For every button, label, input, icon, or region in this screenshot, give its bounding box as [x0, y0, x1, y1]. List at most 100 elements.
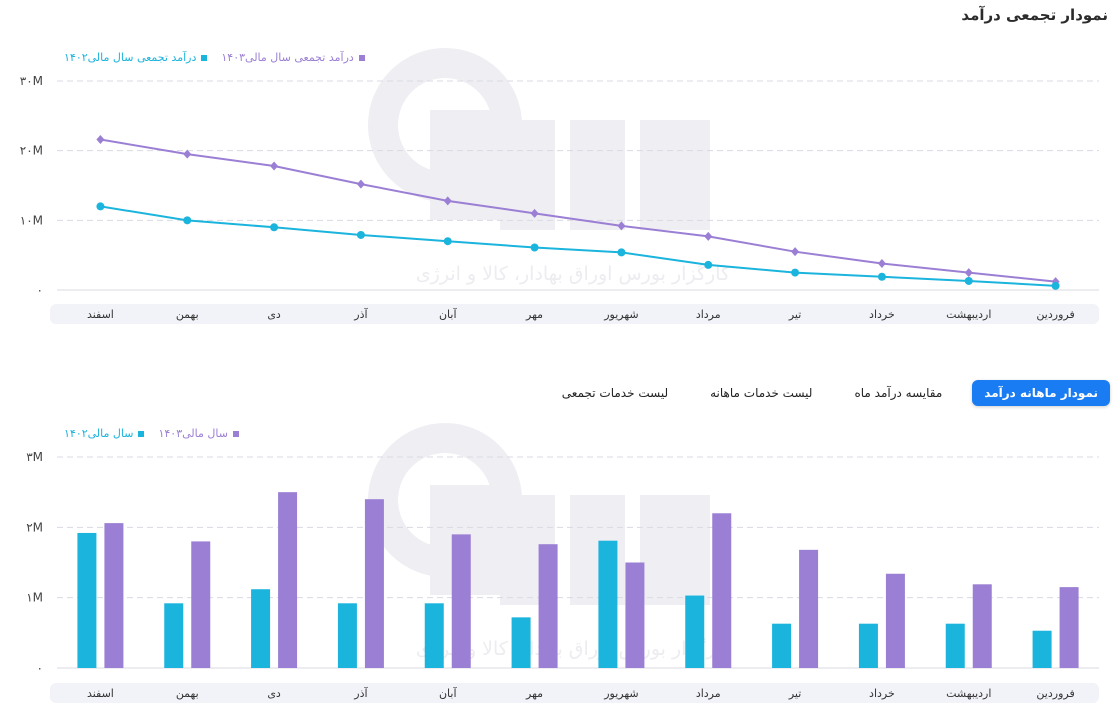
- bar: [104, 523, 124, 668]
- x-tick-label: مرداد: [696, 308, 721, 321]
- data-point: [270, 161, 279, 171]
- tab-cumulative-services-list[interactable]: لیست خدمات تجمعی: [550, 380, 680, 406]
- bar-chart-xaxis-band: [50, 683, 1099, 703]
- x-tick-label: خرداد: [869, 308, 895, 321]
- bar: [972, 584, 992, 668]
- cumulative-revenue-line-chart: ۰ ۱۰M ۲۰M ۳۰M فروردین اردیبهشت خرداد تیر مرداد شه…: [20, 74, 1099, 321]
- data-point: [443, 196, 452, 206]
- bar: [1059, 587, 1079, 668]
- data-point: [964, 268, 973, 278]
- x-tick-label: دی: [267, 308, 281, 321]
- bar-legend-swatch-1403: [232, 430, 239, 437]
- y-tick-label: ۰: [37, 283, 43, 297]
- bar-legend-item-1403[interactable]: سال مالی۱۴۰۳: [158, 427, 239, 440]
- x-tick-label: تیر: [788, 687, 801, 700]
- legend-swatch-1402: [201, 54, 208, 61]
- bar: [164, 603, 184, 668]
- chart-tabs: نمودار ماهانه درآمد مقایسه درآمد ماه لیس…: [550, 380, 1110, 406]
- data-point: [530, 243, 539, 252]
- x-tick-label: مهر: [525, 687, 543, 700]
- line-chart-xaxis-band: [50, 304, 1099, 324]
- bar: [451, 534, 471, 668]
- x-tick-label: آبان: [439, 686, 457, 700]
- bar-legend-item-1402[interactable]: سال مالی۱۴۰۲: [64, 427, 145, 440]
- data-point: [877, 259, 886, 269]
- series-line-0: [100, 138, 1056, 283]
- page-title: نمودار تجمعی درآمد: [961, 6, 1108, 24]
- bar-legend-swatch-1402: [138, 430, 145, 437]
- bar: [772, 623, 792, 668]
- x-tick-label: بهمن: [176, 687, 199, 700]
- data-point: [1051, 281, 1060, 290]
- legend-item-1402[interactable]: درآمد تجمعی سال مالی۱۴۰۲: [64, 51, 208, 64]
- legend-label-1402: درآمد تجمعی سال مالی۱۴۰۲: [64, 51, 197, 64]
- y-tick-label: ۱۰M: [20, 213, 43, 227]
- bar: [945, 623, 965, 668]
- x-tick-label: خرداد: [869, 687, 895, 700]
- bar: [1032, 630, 1052, 668]
- bar: [191, 541, 211, 668]
- bar: [598, 540, 618, 668]
- tab-month-comparison[interactable]: مقایسه درآمد ماه: [842, 380, 954, 406]
- x-tick-label: دی: [267, 687, 281, 700]
- data-point: [270, 223, 279, 232]
- data-point: [183, 216, 192, 225]
- bar: [77, 532, 97, 668]
- bar: [799, 549, 819, 668]
- data-point: [356, 179, 365, 189]
- data-point: [96, 135, 105, 145]
- bar: [337, 603, 357, 668]
- bar: [424, 603, 444, 668]
- x-tick-label: اردیبهشت: [946, 687, 991, 700]
- data-point: [704, 260, 713, 269]
- bar: [511, 617, 531, 668]
- bar: [625, 562, 645, 668]
- x-tick-label: اسفند: [87, 308, 114, 321]
- data-point: [183, 149, 192, 159]
- y-tick-label: ۰: [37, 661, 43, 675]
- x-tick-label: اسفند: [87, 687, 114, 700]
- bar-legend-label-1402: سال مالی۱۴۰۲: [64, 427, 134, 440]
- bar: [685, 595, 705, 668]
- y-tick-label: ۳۰M: [20, 74, 43, 88]
- x-tick-label: مهر: [525, 308, 543, 321]
- x-tick-label: بهمن: [176, 308, 199, 321]
- legend-label-1403: درآمد تجمعی سال مالی۱۴۰۳: [221, 51, 354, 64]
- data-point: [356, 230, 365, 239]
- data-point: [791, 247, 800, 257]
- data-point: [617, 248, 626, 257]
- x-tick-label: اردیبهشت: [946, 308, 991, 321]
- data-point: [96, 202, 105, 211]
- x-tick-label: شهریور: [603, 687, 638, 700]
- bar: [364, 499, 384, 668]
- x-tick-label: آذر: [353, 686, 368, 700]
- bar-chart-legend: سال مالی۱۴۰۳ سال مالی۱۴۰۲: [64, 427, 239, 440]
- y-tick-label: ۱M: [26, 591, 43, 605]
- bar: [712, 513, 732, 668]
- y-tick-label: ۲۰M: [20, 144, 43, 158]
- x-tick-label: فروردین: [1036, 687, 1074, 700]
- x-tick-label: شهریور: [603, 308, 638, 321]
- data-point: [877, 272, 886, 281]
- bar-legend-label-1403: سال مالی۱۴۰۳: [158, 427, 228, 440]
- data-point: [791, 268, 800, 277]
- x-tick-label: فروردین: [1036, 308, 1074, 321]
- data-point: [530, 208, 539, 218]
- x-tick-label: تیر: [788, 308, 801, 321]
- data-point: [617, 221, 626, 231]
- tab-monthly-revenue-chart[interactable]: نمودار ماهانه درآمد: [972, 380, 1110, 406]
- tab-monthly-services-list[interactable]: لیست خدمات ماهانه: [698, 380, 824, 406]
- y-tick-label: ۳M: [26, 450, 43, 464]
- data-point: [443, 237, 452, 246]
- legend-item-1403[interactable]: درآمد تجمعی سال مالی۱۴۰۳: [221, 51, 365, 64]
- y-tick-label: ۲M: [26, 520, 43, 534]
- x-tick-label: آذر: [353, 307, 368, 321]
- bar: [885, 573, 905, 668]
- data-point: [964, 276, 973, 285]
- legend-swatch-1403: [358, 54, 365, 61]
- bar: [858, 623, 878, 668]
- line-chart-legend: درآمد تجمعی سال مالی۱۴۰۳ درآمد تجمعی سال…: [64, 51, 365, 64]
- bar: [251, 589, 271, 668]
- data-point: [704, 231, 713, 241]
